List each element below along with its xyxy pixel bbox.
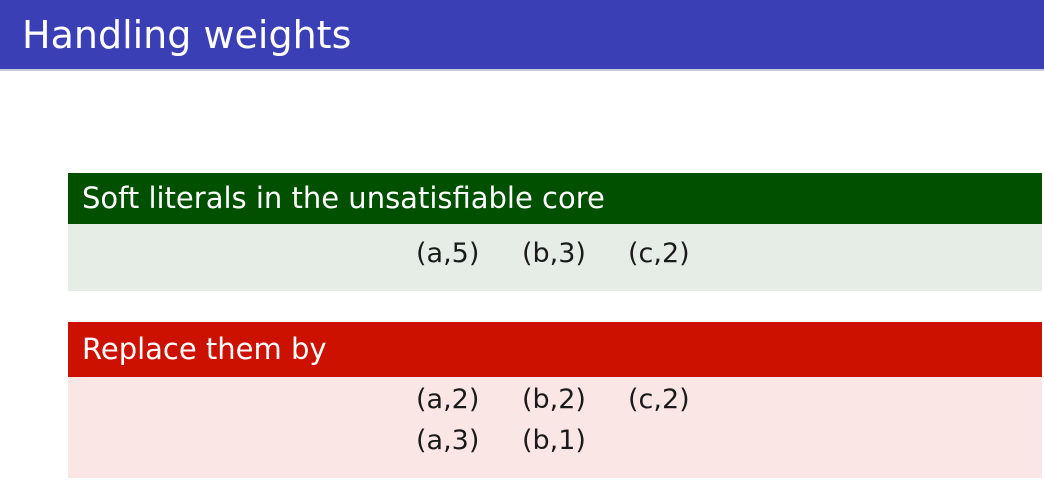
- replace-block-header: Replace them by: [68, 322, 1042, 377]
- core-pair: (b,3): [522, 238, 586, 269]
- core-block: Soft literals in the unsatisfiable core …: [68, 173, 1042, 291]
- replace-pair: (a,2): [416, 384, 480, 415]
- core-pair: (a,5): [416, 238, 480, 269]
- slide-title: Handling weights: [22, 13, 352, 57]
- replace-row: (a,3) (b,1): [416, 424, 628, 458]
- core-row: (a,5) (b,3) (c,2): [416, 237, 734, 271]
- replace-pair: (a,3): [416, 425, 480, 456]
- core-block-body: (a,5) (b,3) (c,2): [68, 224, 1042, 291]
- title-bar: Handling weights: [0, 0, 1044, 71]
- replace-block: Replace them by (a,2) (b,2) (c,2) (a,3) (b,…: [68, 322, 1042, 478]
- replace-pair: (b,1): [522, 425, 586, 456]
- replace-pair: (b,2): [522, 384, 586, 415]
- replace-block-body: (a,2) (b,2) (c,2) (a,3) (b,1): [68, 377, 1042, 478]
- core-pair: (c,2): [628, 238, 690, 269]
- replace-pair: (c,2): [628, 384, 690, 415]
- core-block-header: Soft literals in the unsatisfiable core: [68, 173, 1042, 224]
- replace-row: (a,2) (b,2) (c,2): [416, 383, 734, 417]
